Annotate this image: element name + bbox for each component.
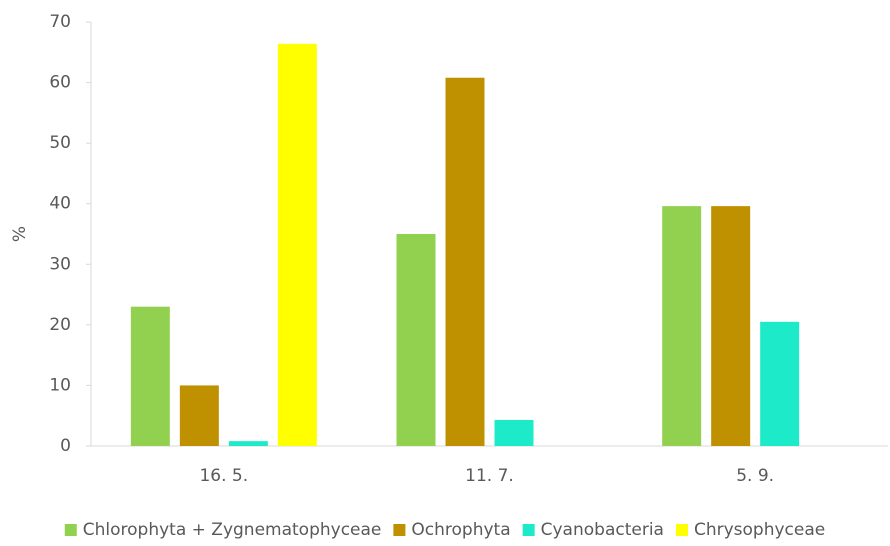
bar bbox=[396, 234, 436, 446]
y-tick-label: 0 bbox=[60, 436, 71, 456]
y-tick-label: 30 bbox=[49, 254, 71, 274]
bar bbox=[277, 43, 317, 446]
x-tick-label: 5. 9. bbox=[736, 466, 774, 486]
legend-label: Chlorophyta + Zygnematophyceae bbox=[83, 520, 382, 540]
legend-label: Chrysophyceae bbox=[694, 520, 825, 540]
bar bbox=[662, 206, 702, 446]
x-tick-label: 16. 5. bbox=[199, 466, 248, 486]
bar bbox=[711, 206, 751, 446]
y-tick-label: 10 bbox=[49, 375, 71, 395]
legend-swatch bbox=[675, 524, 688, 536]
bar bbox=[179, 385, 219, 446]
bar bbox=[130, 306, 170, 446]
y-tick-label: 60 bbox=[49, 73, 71, 93]
y-tick-label: 70 bbox=[49, 12, 71, 32]
legend-swatch bbox=[64, 524, 77, 536]
y-tick-label: 50 bbox=[49, 133, 71, 153]
bar bbox=[445, 77, 485, 447]
legend-label: Cyanobacteria bbox=[541, 520, 664, 540]
y-tick-label: 40 bbox=[49, 194, 71, 214]
legend-swatch bbox=[393, 524, 406, 536]
bar bbox=[760, 321, 800, 446]
bar bbox=[228, 441, 268, 446]
y-tick-label: 20 bbox=[49, 315, 71, 335]
x-tick-label: 11. 7. bbox=[465, 466, 514, 486]
bar bbox=[494, 419, 534, 446]
legend-swatch bbox=[522, 524, 535, 536]
legend-label: Ochrophyta bbox=[411, 520, 510, 540]
y-axis-label: % bbox=[10, 226, 30, 242]
